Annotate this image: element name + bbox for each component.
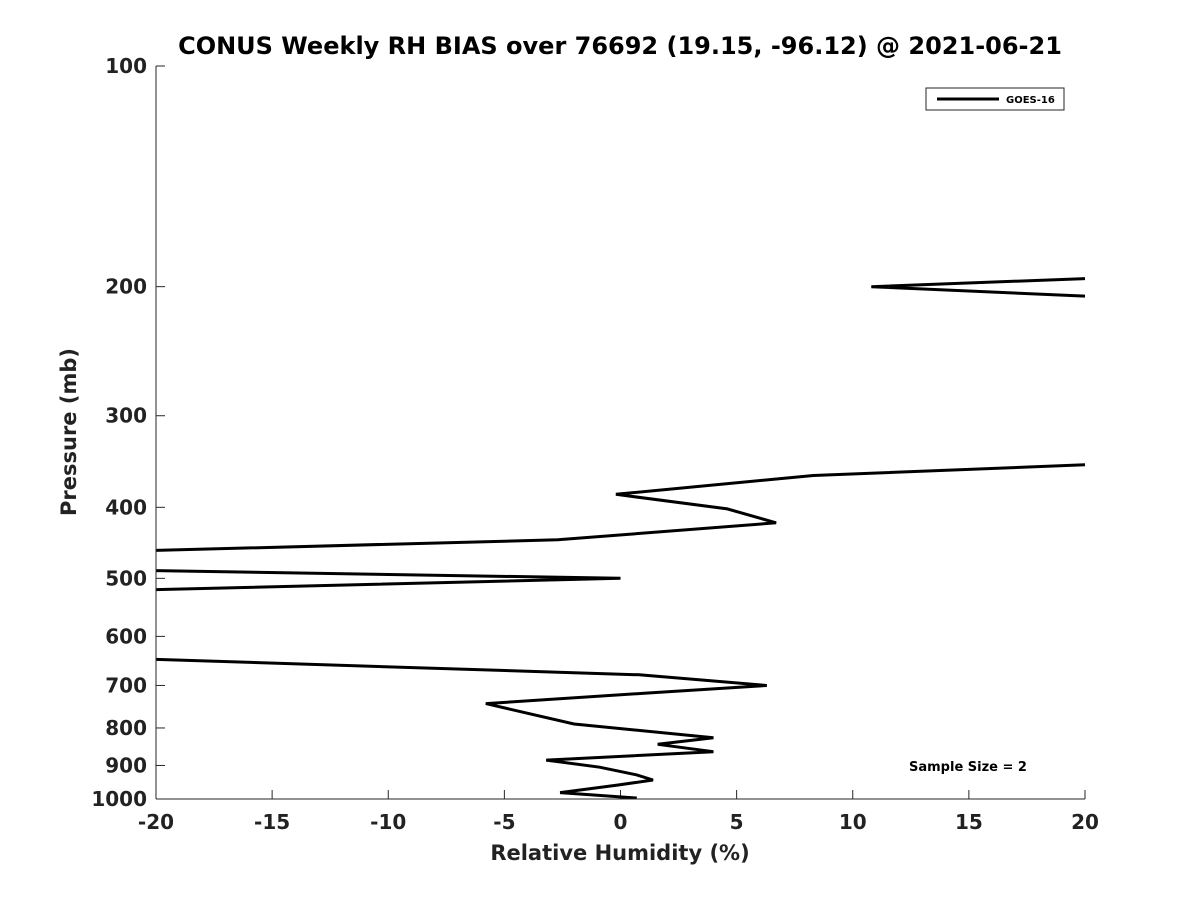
y-tick-label: 300 <box>105 404 147 428</box>
series-line-goes-16-segment-1 <box>155 463 1086 552</box>
x-tick-label: 10 <box>839 810 867 834</box>
y-tick-label: 100 <box>105 54 147 78</box>
legend-label-goes-16: GOES-16 <box>1006 95 1055 106</box>
y-tick-label: 800 <box>105 716 147 740</box>
x-tick-label: 20 <box>1071 810 1099 834</box>
series-line-goes-16-segment-0 <box>871 277 1086 298</box>
y-tick-label: 1000 <box>91 787 147 811</box>
x-tick-label: 0 <box>614 810 628 834</box>
y-axis-label: Pressure (mb) <box>57 348 81 516</box>
x-tick-label: -20 <box>138 810 174 834</box>
series-line-goes-16-segment-2 <box>155 569 621 592</box>
y-tick-label: 700 <box>105 673 147 697</box>
y-tick-label: 200 <box>105 275 147 299</box>
legend: GOES-16 <box>925 87 1065 111</box>
axis-ticks: -20 -15 -10 -5 0 5 10 15 20 100 200 300 400 500 600 700… <box>91 54 1099 834</box>
y-tick-label: 900 <box>105 753 147 777</box>
x-axis-label: Relative Humidity (%) <box>490 841 749 865</box>
sample-size-annotation: Sample Size = 2 <box>909 760 1027 775</box>
x-tick-label: -5 <box>493 810 515 834</box>
series-layer <box>155 277 1086 800</box>
chart-title: CONUS Weekly RH BIAS over 76692 (19.15, … <box>178 32 1062 60</box>
x-tick-label: -15 <box>254 810 290 834</box>
x-tick-label: -10 <box>370 810 406 834</box>
y-tick-label: 600 <box>105 624 147 648</box>
y-tick-label: 500 <box>105 566 147 590</box>
y-tick-label: 400 <box>105 495 147 519</box>
plot-area <box>156 66 1085 799</box>
x-tick-label: 5 <box>730 810 744 834</box>
x-tick-label: 15 <box>955 810 983 834</box>
series-line-goes-16-segment-3 <box>155 657 767 800</box>
